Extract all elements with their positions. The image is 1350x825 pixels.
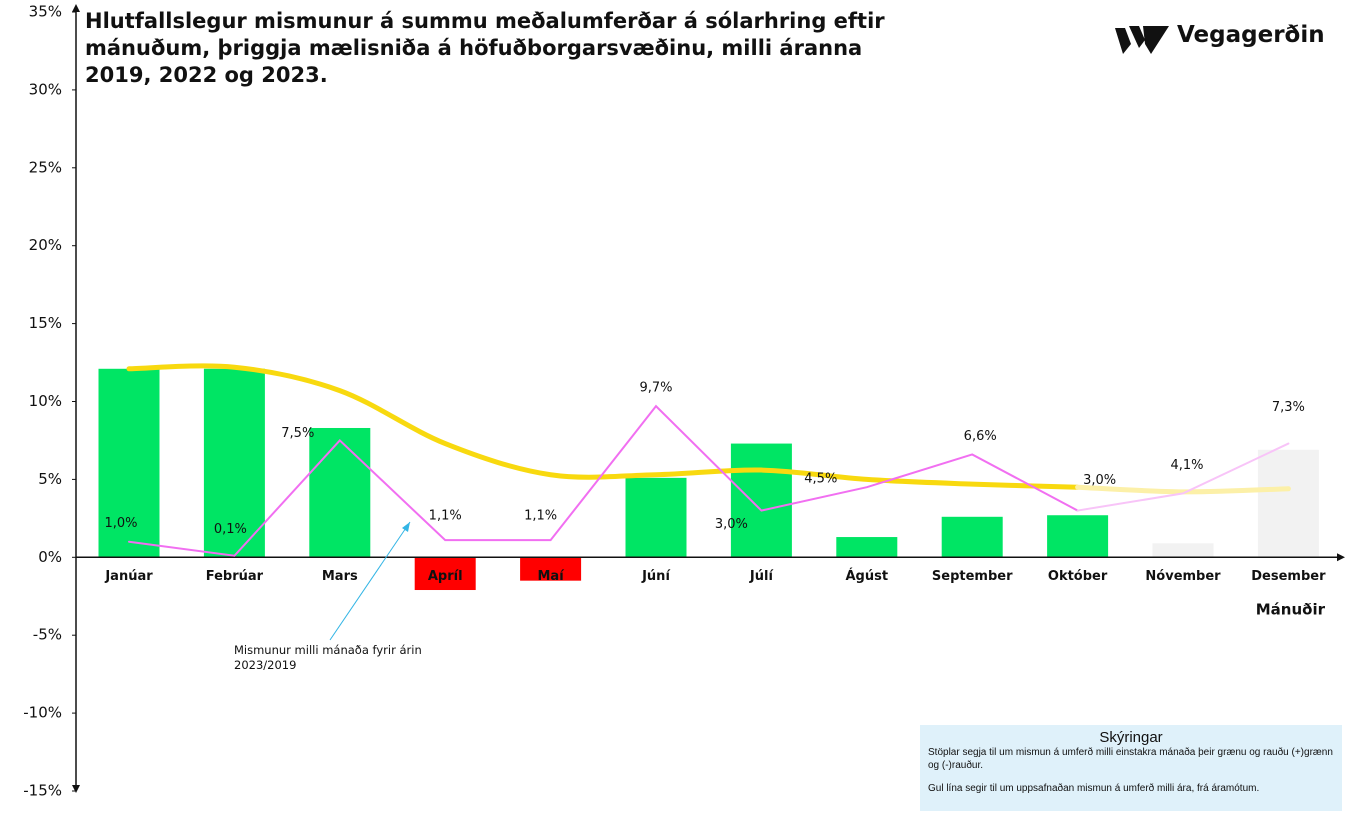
data-label: 4,1% <box>1170 458 1203 473</box>
x-tick-label: Janúar <box>104 569 153 584</box>
y-tick-label: 30% <box>29 80 62 98</box>
data-label: 9,7% <box>639 381 672 396</box>
y-tick-label: -5% <box>33 626 62 644</box>
data-label: 7,5% <box>281 426 314 441</box>
cumulative-line <box>126 363 1081 490</box>
x-tick-label: Júlí <box>749 569 775 584</box>
annotation-line: 2023/2019 <box>234 658 296 672</box>
bar <box>203 368 265 558</box>
x-tick-label: Ágúst <box>846 568 889 584</box>
x-tick-label: Júní <box>641 569 671 584</box>
data-label: 6,6% <box>964 429 997 444</box>
bar <box>309 427 371 558</box>
data-label: 1,1% <box>524 509 557 524</box>
data-label: 3,0% <box>1083 473 1116 488</box>
y-tick-label: -10% <box>23 704 62 722</box>
x-tick-label: Nóvember <box>1145 569 1221 584</box>
cumulative-line <box>1075 484 1291 495</box>
bar <box>625 477 687 558</box>
data-label: 1,0% <box>104 516 137 531</box>
bar <box>520 557 582 581</box>
monthly-line <box>128 404 1079 557</box>
y-tick-label: 20% <box>29 236 62 254</box>
monthly-line <box>1076 442 1290 512</box>
logo: Vegagerðin <box>1115 22 1325 54</box>
logo-mark <box>1115 26 1169 54</box>
y-tick-label: 15% <box>29 314 62 332</box>
y-tick-label: 0% <box>38 548 62 566</box>
chart-title: Hlutfallslegur mismunur á summu meðalumf… <box>85 9 885 87</box>
legend-box: Skýringar Stöplar segja til um mismun á … <box>920 725 1342 811</box>
y-axis-arrow <box>72 785 80 793</box>
bar <box>1257 449 1319 558</box>
y-tick-label: 25% <box>29 158 62 176</box>
y-tick-label: 35% <box>29 3 62 21</box>
data-label: 1,1% <box>429 509 462 524</box>
legend-title: Skýringar <box>1099 729 1163 746</box>
annotation: Mismunur milli mánaða fyrir árin 2023/201… <box>234 643 422 672</box>
y-axis-arrow <box>72 4 80 12</box>
annotation-line: Mismunur milli mánaða fyrir árin <box>234 643 422 657</box>
x-axis-arrow <box>1337 553 1345 562</box>
x-tick-label: Maí <box>538 569 566 584</box>
y-tick-label: -15% <box>23 782 62 800</box>
legend-text: Stöplar segja til um mismun á umferð mil… <box>928 747 1333 771</box>
x-tick-label: Febrúar <box>206 569 264 584</box>
data-label: 0,1% <box>214 522 247 537</box>
bar <box>414 557 476 591</box>
annotation-arrowhead <box>402 522 410 532</box>
x-tick-label: Desember <box>1251 569 1326 584</box>
bar <box>98 368 160 558</box>
data-label: 3,0% <box>715 517 748 532</box>
data-label: 7,3% <box>1272 400 1305 415</box>
x-tick-label: Október <box>1048 569 1108 584</box>
legend-text: Gul lína segir til um uppsafnaðan mismun… <box>928 783 1260 794</box>
bar <box>941 516 1003 558</box>
x-tick-label: Apríl <box>428 569 463 584</box>
x-tick-label: Mars <box>322 569 358 584</box>
annotation-arrow <box>329 521 411 641</box>
logo-text: Vegagerðin <box>1177 22 1325 48</box>
y-tick-label: 10% <box>29 392 62 410</box>
bar <box>1047 515 1109 558</box>
x-axis-label: Mánuðir <box>1256 601 1326 619</box>
bar <box>836 537 898 558</box>
bar <box>1152 543 1214 558</box>
y-tick-label: 5% <box>38 470 62 488</box>
bar <box>730 443 792 558</box>
data-label: 4,5% <box>804 472 837 487</box>
x-tick-label: September <box>932 569 1013 584</box>
